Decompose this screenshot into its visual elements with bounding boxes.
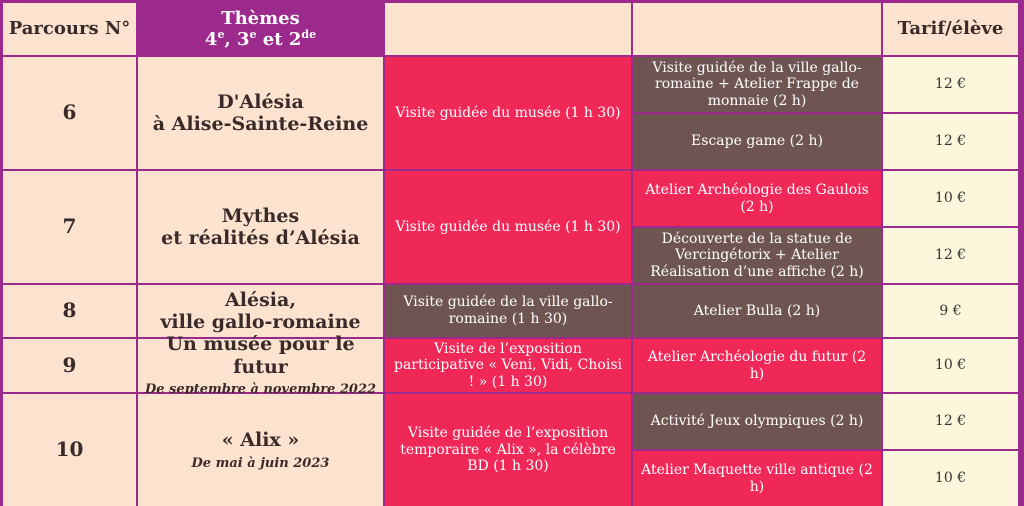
theme-dates: De mai à juin 2023	[191, 455, 330, 471]
header-visit	[385, 3, 631, 55]
theme-line: et réalités d’Alésia	[161, 227, 360, 249]
header-themes-title: Thèmes	[221, 7, 300, 29]
theme-line: ville gallo-romaine	[160, 311, 361, 333]
price-cell: 12 €	[883, 394, 1018, 449]
price-cell: 10 €	[883, 339, 1018, 392]
activity-cell: Atelier Bulla (2 h)	[633, 285, 881, 337]
parcours-number: 6	[3, 57, 136, 169]
parcours-theme: Alésia, ville gallo-romaine	[138, 285, 383, 337]
parcours-number: 8	[3, 285, 136, 337]
activity-cell: Atelier Archéologie du futur (2 h)	[633, 339, 881, 392]
activity-cell: Atelier Archéologie des Gaulois (2 h)	[633, 171, 881, 226]
parcours-number: 7	[3, 171, 136, 283]
theme-line: Alésia,	[225, 288, 296, 311]
parcours-theme: Un musée pour le futur De septembre à no…	[138, 333, 383, 397]
visit-cell: Visite guidée de la ville gallo-romaine …	[385, 285, 631, 337]
activity-cell: Atelier Maquette ville antique (2 h)	[633, 451, 881, 506]
activity-cell: Découverte de la statue de Vercingétorix…	[633, 228, 881, 283]
price-cell: 10 €	[883, 171, 1018, 226]
header-tarif: Tarif/élève	[883, 3, 1018, 55]
activity-cell: Activité Jeux olympiques (2 h)	[633, 394, 881, 449]
theme-line: D'Alésia	[217, 90, 304, 113]
price-cell: 12 €	[883, 114, 1018, 169]
parcours-theme: D'Alésia à Alise-Sainte-Reine	[138, 57, 383, 169]
price-cell: 10 €	[883, 451, 1018, 506]
activity-cell: Visite guidée de la ville gallo-romaine …	[633, 57, 881, 112]
visit-cell: Visite guidée du musée (1 h 30)	[385, 57, 631, 169]
price-cell: 9 €	[883, 285, 1018, 337]
header-activity	[633, 3, 881, 55]
theme-line: à Alise-Sainte-Reine	[152, 113, 369, 135]
header-themes: Thèmes 4e, 3e et 2de	[138, 3, 383, 55]
visit-cell: Visite guidée de l’exposition temporaire…	[385, 394, 631, 506]
parcours-number: 9	[3, 339, 136, 392]
price-cell: 12 €	[883, 57, 1018, 112]
parcours-theme: Mythes et réalités d’Alésia	[138, 171, 383, 283]
theme-line: « Alix »	[221, 429, 300, 452]
visit-cell: Visite guidée du musée (1 h 30)	[385, 171, 631, 283]
header-parcours: Parcours N°	[3, 3, 136, 55]
visit-cell: Visite de l’exposition participative « V…	[385, 339, 631, 392]
theme-dates: De septembre à novembre 2022	[144, 382, 377, 398]
theme-line: Mythes	[221, 204, 300, 227]
price-cell: 12 €	[883, 228, 1018, 283]
header-themes-grades: 4e, 3e et 2de	[204, 28, 317, 50]
activity-cell: Escape game (2 h)	[633, 114, 881, 169]
theme-line: Un musée pour le futur	[166, 333, 355, 378]
parcours-number: 10	[3, 394, 136, 506]
parcours-theme: « Alix » De mai à juin 2023	[138, 394, 383, 506]
